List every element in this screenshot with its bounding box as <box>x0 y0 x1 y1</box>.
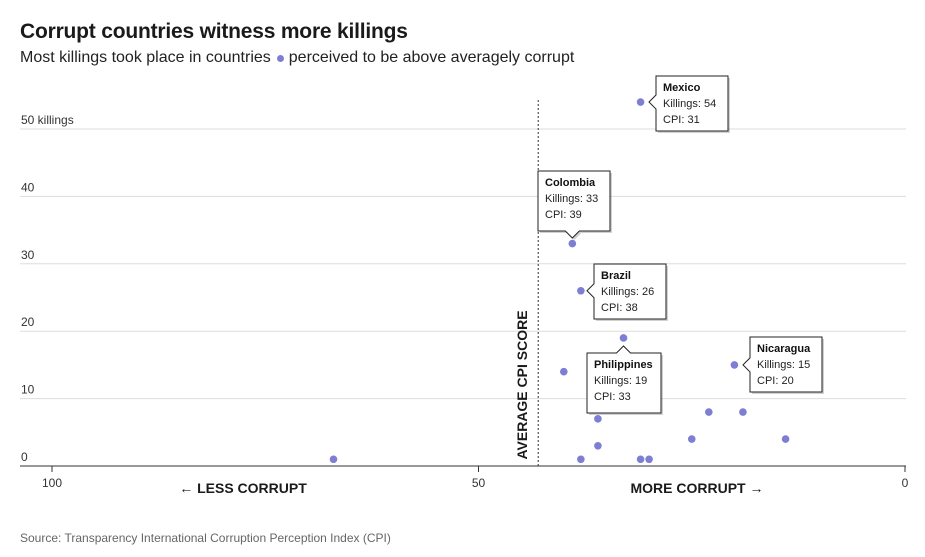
y-tick-label: 40 <box>21 180 35 194</box>
data-point <box>619 334 628 342</box>
annotation-nicaragua: Nicaragua Killings: 15 CPI: 20 <box>742 336 824 394</box>
annotation-killings: Killings: 19 <box>594 375 647 387</box>
chart-title: Corrupt countries witness more killings <box>20 20 408 43</box>
annotation-cpi: CPI: 20 <box>757 375 794 387</box>
annotation-killings: Killings: 33 <box>545 193 598 205</box>
annotation-cpi: CPI: 38 <box>601 302 638 314</box>
annotation-cpi: CPI: 33 <box>594 391 631 403</box>
data-points <box>329 98 790 464</box>
annotation-colombia: Colombia Killings: 33 CPI: 39 <box>537 170 612 240</box>
annotation-country: Mexico <box>663 82 701 94</box>
annotation-brazil: Brazil Killings: 26 CPI: 38 <box>586 263 668 321</box>
data-point <box>739 408 747 416</box>
y-tick-label: 20 <box>21 315 35 329</box>
data-point <box>568 239 577 248</box>
average-cpi-label: AVERAGE CPI SCORE <box>514 310 530 459</box>
data-point <box>577 455 585 464</box>
annotation-philippines: Philippines Killings: 19 CPI: 33 <box>586 345 663 415</box>
data-point <box>594 415 602 423</box>
annotation-box <box>537 170 611 239</box>
subtitle-text-after: perceived to be above averagely corrupt <box>288 49 575 66</box>
annotation-killings: Killings: 54 <box>663 98 716 110</box>
chart-subtitle: Most killings took place in countries pe… <box>20 49 574 67</box>
data-point <box>687 435 696 443</box>
x-tick-label: 0 <box>902 476 909 490</box>
annotation-mexico: Mexico Killings: 54 CPI: 31 <box>648 75 730 133</box>
y-axis-ticks: 0 10 20 30 40 50 killings <box>21 113 74 464</box>
annotation-cpi: CPI: 39 <box>545 209 582 221</box>
annotation-killings: Killings: 15 <box>757 359 810 371</box>
y-tick-label: 0 <box>21 450 28 464</box>
average-cpi-marker: AVERAGE CPI SCORE <box>514 100 539 466</box>
annotation-box <box>648 75 729 132</box>
annotation-box <box>586 345 662 414</box>
data-point <box>329 455 338 464</box>
x-tick-label: 50 <box>472 476 486 490</box>
data-point <box>645 455 653 464</box>
y-tick-label: 30 <box>21 248 35 262</box>
data-point <box>560 367 568 376</box>
data-point <box>636 455 645 464</box>
less-corrupt-label: ← LESS CORRUPT <box>179 480 307 496</box>
annotation-country: Brazil <box>601 270 631 282</box>
data-point <box>594 441 602 450</box>
annotation-killings: Killings: 26 <box>601 286 654 298</box>
x-axis: 100 50 0 ← LESS CORRUPT MORE CORRUPT → <box>20 465 909 496</box>
annotation-country: Philippines <box>594 359 653 371</box>
more-corrupt-label: MORE CORRUPT → <box>631 480 764 496</box>
subtitle-text-before: Most killings took place in countries <box>20 49 271 66</box>
annotation-box <box>586 263 667 320</box>
y-tick-label: 50 killings <box>21 113 74 127</box>
annotation-box <box>742 336 823 393</box>
scatter-chart: 0 10 20 30 40 50 killings 100 50 0 ← LESS CORRUP… <box>20 75 909 496</box>
data-point <box>577 286 585 295</box>
grid-lines <box>20 128 906 400</box>
data-point <box>705 408 713 416</box>
annotation-cpi: CPI: 31 <box>663 114 700 126</box>
data-point <box>781 435 790 443</box>
y-tick-label: 10 <box>21 383 35 397</box>
data-point <box>730 361 739 369</box>
legend-dot-icon <box>276 54 284 62</box>
x-tick-label: 100 <box>42 476 62 490</box>
source-note: Source: Transparency International Corru… <box>20 531 391 545</box>
annotation-country: Colombia <box>545 177 596 189</box>
data-point <box>636 98 645 106</box>
annotations: Mexico Killings: 54 CPI: 31 Colombia Killing… <box>537 75 824 415</box>
annotation-country: Nicaragua <box>757 343 811 355</box>
